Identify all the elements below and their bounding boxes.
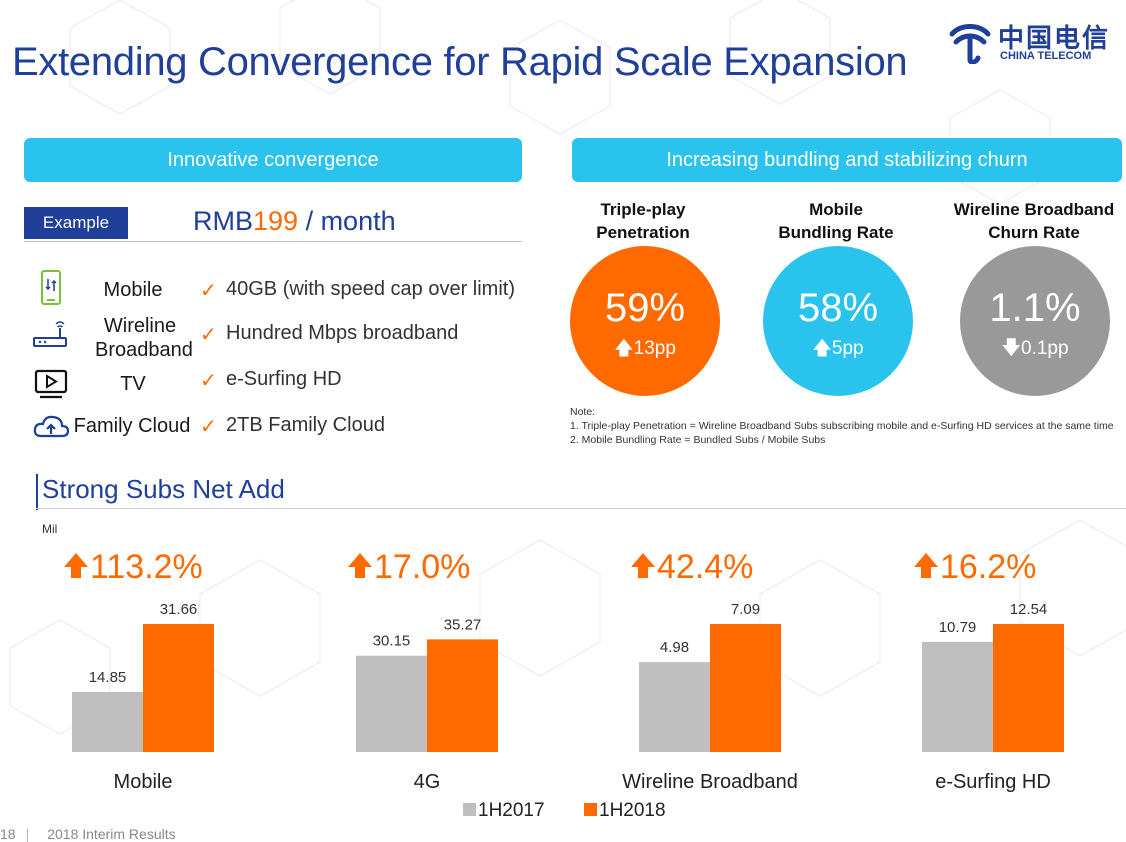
price-suffix: / month [298,206,396,236]
metric-label-churn-rate: Wireline Broadband Churn Rate [944,198,1124,244]
metric-circle-mobile-bundling: 58% 🡅5pp [763,246,913,396]
service-desc-mobile: 40GB (with speed cap over limit) [226,278,516,300]
growth-arrow-icon [914,553,938,578]
check-icon: ✓ [200,370,217,392]
example-tag: Example [24,207,128,239]
logo-chinese-text: 中国电信 [998,23,1111,53]
growth-arrow-icon [631,553,655,578]
bar-1h2017-1 [356,655,427,752]
subs-title-accent [36,474,38,510]
data-label-1h2018: 31.66 [160,601,198,618]
mobile-phone-icon [34,270,68,305]
router-icon [32,318,67,352]
growth-label: 17.0% [374,548,470,586]
legend-swatch-1h2018 [584,803,597,816]
bar-1h2018-3 [993,624,1064,752]
china-telecom-logo-mark-icon [949,24,991,64]
arrow-up-icon: 🡅 [812,338,832,359]
category-label: Mobile [114,771,173,793]
bar-1h2018-0 [143,624,214,752]
category-label: 4G [414,771,441,793]
legend-label-1h2018: 1H2018 [599,800,666,821]
data-label-1h2017: 10.79 [939,619,977,636]
metric-value: 58% [797,286,879,330]
metric-change-value: 0.1pp [1021,338,1069,359]
metric-change: 🡅13pp [570,334,720,366]
note-item-2: 2. Mobile Bundling Rate = Bundled Subs /… [570,434,826,446]
y-axis-unit-label: Mil [42,522,57,536]
metric-label-line2: Bundling Rate [778,223,894,242]
bar-1h2017-0 [72,691,143,752]
check-icon: ✓ [200,416,217,438]
bar-1h2018-1 [427,639,498,752]
subs-section-title: Strong Subs Net Add [42,474,285,504]
price-value: 199 [253,206,299,236]
metric-change: 🡇0.1pp [960,334,1110,366]
metric-value: 1.1% [989,286,1081,330]
bundling-churn-header: Increasing bundling and stabilizing chur… [572,138,1122,182]
notes-title: Note: [570,406,596,418]
category-label: e-Surfing HD [935,771,1051,793]
cloud-upload-icon [32,412,70,446]
tv-play-icon [34,368,68,402]
service-name-mobile: Mobile [103,279,163,301]
legend-swatch-1h2017 [463,803,476,816]
data-label-1h2018: 12.54 [1010,601,1048,618]
bar-1h2018-2 [710,624,781,752]
arrow-down-icon: 🡇 [1001,338,1021,359]
service-name-wireline-broadband: Wireline Broadband [78,314,202,362]
metric-label-line1: Triple-play [600,200,686,219]
data-label-1h2017: 30.15 [373,633,411,650]
data-label-1h2017: 14.85 [89,669,127,686]
growth-label: 42.4% [657,548,753,586]
metric-label-triple-play: Triple-play Penetration [553,198,733,244]
note-item-1: 1. Triple-play Penetration = Wireline Br… [570,420,1114,432]
notes-block: Note: 1. Triple-play Penetration = Wirel… [570,405,1118,447]
metric-change-value: 13pp [633,338,676,359]
growth-label: 16.2% [940,548,1036,586]
wireline-broadband-label: Wireline Broadband [95,315,193,361]
service-desc-wireline-broadband: Hundred Mbps broadband [226,322,459,344]
price-label: RMB199 / month [193,206,396,237]
metric-change: 🡅5pp [763,334,913,366]
bar-1h2017-2 [639,662,710,752]
subs-net-add-bar-chart: Mil 14.85 31.66 Mobile 113.2% 30.15 35.27 4G 17.… [42,522,1064,821]
metric-change-value: 5pp [831,338,864,359]
arrow-up-icon: 🡅 [614,338,634,359]
page-title: Extending Convergence for Rapid Scale Ex… [12,40,908,84]
data-label-1h2017: 4.98 [660,639,689,656]
footer: 18 | 2018 Interim Results [0,826,176,842]
legend-label-1h2017: 1H2017 [478,800,545,821]
check-icon: ✓ [200,280,217,302]
innovative-convergence-header: Innovative convergence [24,138,522,182]
data-label-1h2018: 35.27 [444,616,482,633]
metric-circle-triple-play: 59% 🡅13pp [570,246,720,396]
metric-label-line1: Mobile [809,200,863,219]
service-name-tv: TV [120,373,146,395]
service-name-family-cloud: Family Cloud [73,415,191,437]
china-telecom-logo: 中国电信 CHINA TELECOM [946,18,1108,66]
check-icon: ✓ [200,324,217,346]
data-label-1h2018: 7.09 [731,601,760,618]
metric-label-line1: Wireline Broadband [953,200,1115,219]
footer-text: 2018 Interim Results [47,826,176,842]
service-desc-tv: e-Surfing HD [226,368,342,390]
metric-label-line2: Churn Rate [988,223,1080,242]
logo-english-text: CHINA TELECOM [1000,50,1092,62]
subs-divider [36,508,1126,509]
metric-label-line2: Penetration [596,223,690,242]
metric-label-mobile-bundling: Mobile Bundling Rate [746,198,926,244]
metric-circle-churn-rate: 1.1% 🡇0.1pp [960,246,1110,396]
growth-label: 113.2% [90,548,203,586]
page-number: 18 [0,826,16,842]
price-divider [24,241,522,242]
metric-value: 59% [604,286,686,330]
growth-arrow-icon [348,553,372,578]
category-label: Wireline Broadband [622,771,798,793]
bar-1h2017-3 [922,641,993,752]
growth-arrow-icon [64,553,88,578]
service-desc-family-cloud: 2TB Family Cloud [226,414,385,436]
price-prefix: RMB [193,206,253,236]
